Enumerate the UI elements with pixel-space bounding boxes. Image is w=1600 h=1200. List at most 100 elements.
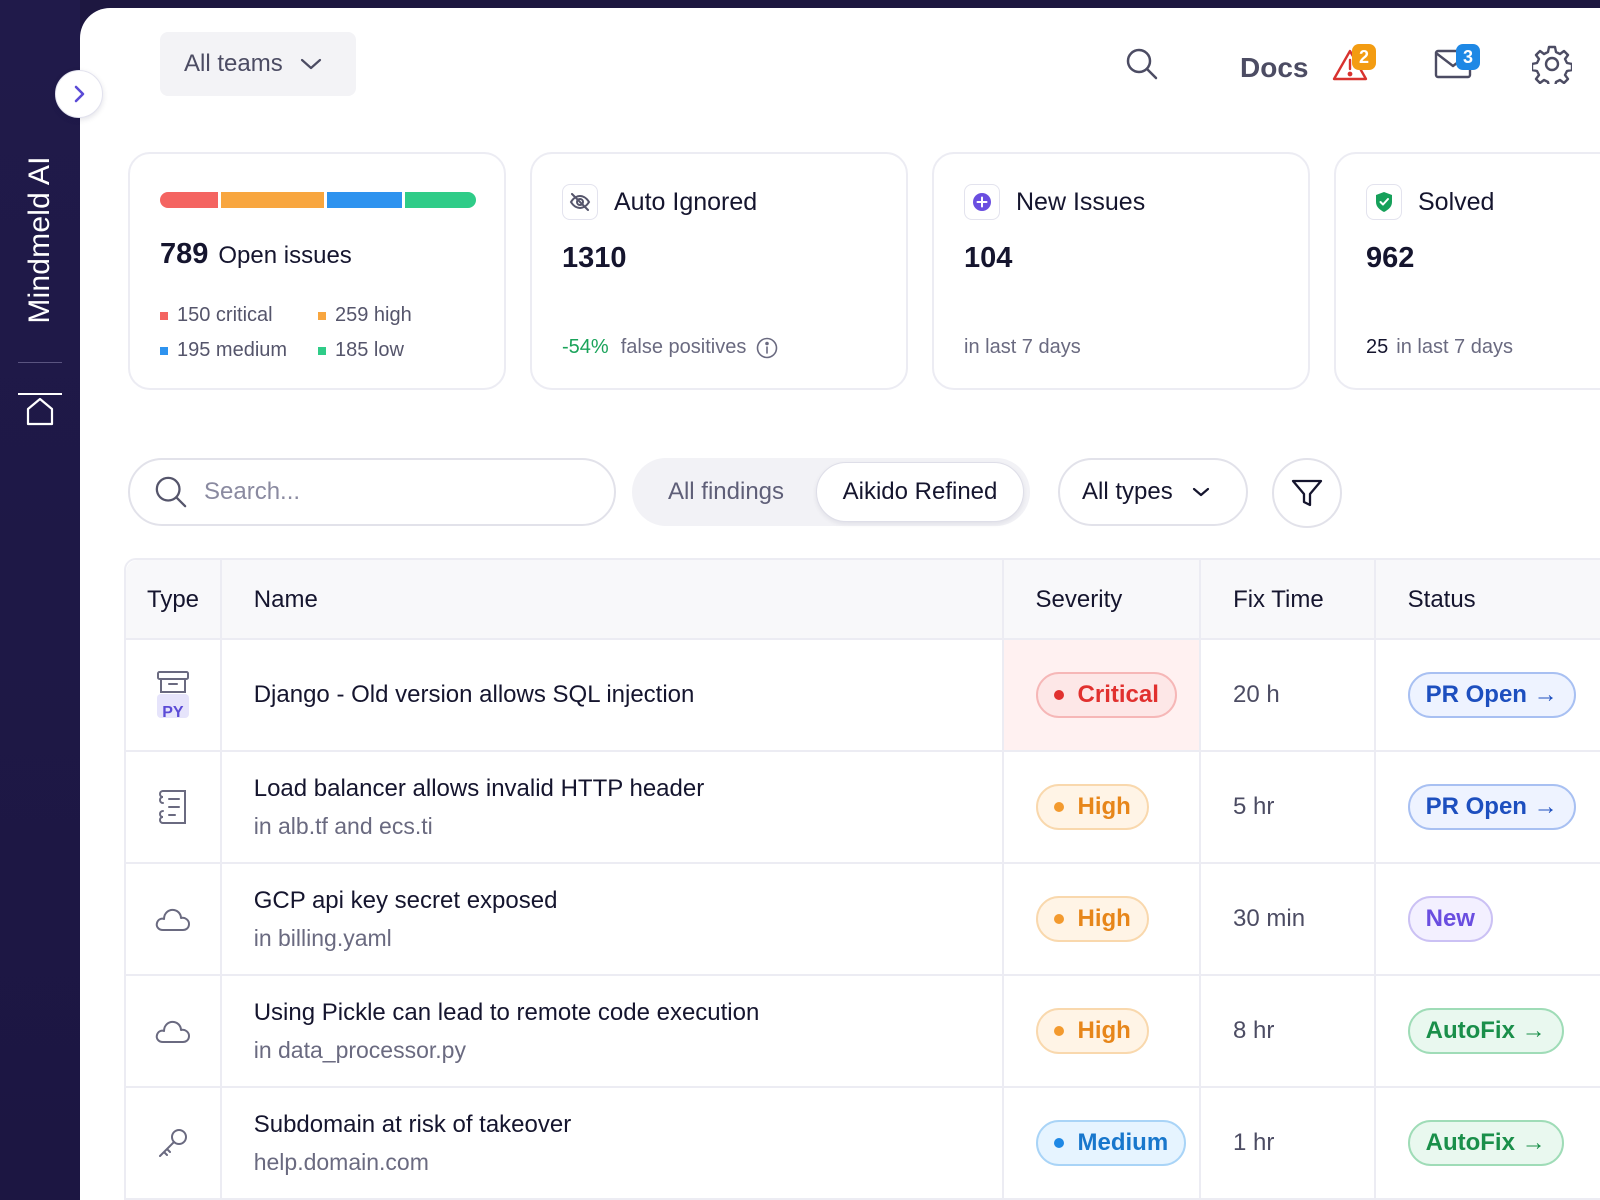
solved-recent-count: 25 bbox=[1366, 336, 1389, 358]
alerts-count-badge: 2 bbox=[1352, 44, 1376, 70]
expand-sidebar-button[interactable] bbox=[55, 70, 103, 118]
severity-cell: High bbox=[1004, 864, 1202, 974]
severity-badge: High bbox=[1035, 784, 1149, 830]
severity-cell: High bbox=[1004, 976, 1202, 1086]
open-issues-card[interactable]: 789 Open issues 150 critical 259 high 19… bbox=[128, 152, 506, 390]
status-cell: PR Open → bbox=[1376, 640, 1600, 750]
critical-segment bbox=[160, 192, 218, 208]
fix-time-cell: 1 hr bbox=[1201, 1088, 1376, 1198]
tab-all-findings[interactable]: All findings bbox=[667, 478, 785, 505]
findings-toggle[interactable]: All findings Aikido Refined bbox=[632, 458, 1030, 526]
status-dot bbox=[1053, 690, 1064, 700]
gear-icon[interactable] bbox=[1532, 44, 1572, 84]
status-badge[interactable]: PR Open → bbox=[1407, 672, 1576, 718]
severity-badge: Medium bbox=[1035, 1120, 1187, 1166]
legend-high: 259 high bbox=[318, 304, 412, 327]
column-fix-time[interactable]: Fix Time bbox=[1201, 560, 1376, 640]
search-box[interactable] bbox=[128, 458, 616, 526]
finding-name[interactable]: Using Pickle can lead to remote code exe… bbox=[253, 998, 760, 1026]
finding-name[interactable]: Load balancer allows invalid HTTP header bbox=[253, 774, 705, 802]
name-cell: GCP api key secret exposed in billing.ya… bbox=[222, 864, 1004, 974]
fix-time-cell: 30 min bbox=[1201, 864, 1376, 974]
status-badge[interactable]: AutoFix → bbox=[1407, 1120, 1564, 1166]
auto-ignored-card[interactable]: Auto Ignored 1310 -54% false positives bbox=[530, 152, 908, 390]
table-row[interactable]: Subdomain at risk of takeover help.domai… bbox=[126, 1088, 1600, 1200]
status-cell: AutoFix → bbox=[1376, 976, 1600, 1086]
solved-card[interactable]: Solved 962 25 in last 7 days bbox=[1334, 152, 1600, 390]
info-icon[interactable] bbox=[756, 337, 778, 359]
filter-button[interactable] bbox=[1272, 458, 1342, 528]
table-row[interactable]: Load balancer allows invalid HTTP header… bbox=[126, 752, 1600, 864]
legend-low: 185 low bbox=[318, 339, 404, 362]
brand-name: Mindmeld AI bbox=[23, 156, 56, 324]
type-cell bbox=[126, 752, 222, 862]
finding-name[interactable]: Django - Old version allows SQL injectio… bbox=[253, 681, 695, 708]
search-input[interactable] bbox=[204, 478, 564, 506]
open-issues-total: 789 Open issues bbox=[160, 238, 352, 271]
column-name[interactable]: Name bbox=[222, 560, 1004, 640]
finding-location: in billing.yaml bbox=[253, 924, 392, 951]
column-type[interactable]: Type bbox=[126, 560, 222, 640]
table-row[interactable]: GCP api key secret exposed in billing.ya… bbox=[126, 864, 1600, 976]
solved-count: 962 bbox=[1366, 242, 1415, 274]
severity-cell: Medium bbox=[1004, 1088, 1202, 1198]
column-severity[interactable]: Severity bbox=[1004, 560, 1202, 640]
chevron-down-icon bbox=[1192, 487, 1209, 497]
findings-table: Type Name Severity Fix Time Status PY Dj… bbox=[124, 558, 1600, 1200]
severity-cell: High bbox=[1004, 752, 1202, 862]
legend-critical: 150 critical bbox=[160, 304, 273, 327]
main-panel: All teams Docs 2 3 789 Open issues bbox=[80, 8, 1600, 1200]
high-segment bbox=[221, 192, 324, 208]
home-icon[interactable] bbox=[22, 393, 58, 429]
finding-name[interactable]: GCP api key secret exposed bbox=[253, 886, 558, 914]
false-positive-delta: -54% bbox=[562, 336, 609, 358]
critical-swatch bbox=[160, 311, 168, 320]
solved-header: Solved bbox=[1366, 184, 1494, 220]
type-cell bbox=[126, 864, 222, 974]
new-issues-card[interactable]: New Issues 104 in last 7 days bbox=[932, 152, 1310, 390]
tab-aikido-refined[interactable]: Aikido Refined bbox=[816, 462, 1024, 522]
high-swatch bbox=[318, 311, 326, 320]
finding-location: in alb.tf and ecs.ti bbox=[253, 812, 433, 839]
fix-time-cell: 5 hr bbox=[1201, 752, 1376, 862]
team-select[interactable]: All teams bbox=[160, 32, 356, 96]
status-badge[interactable]: New bbox=[1407, 896, 1493, 942]
shield-check-icon bbox=[1366, 184, 1402, 220]
column-status[interactable]: Status bbox=[1407, 586, 1476, 613]
status-cell: AutoFix → bbox=[1376, 1088, 1600, 1198]
finding-location: help.domain.com bbox=[253, 1148, 429, 1175]
new-issues-count: 104 bbox=[964, 242, 1013, 274]
sidebar-divider bbox=[18, 362, 62, 363]
severity-label: Medium bbox=[1077, 1129, 1169, 1156]
new-issues-title: New Issues bbox=[1016, 187, 1146, 216]
eye-off-icon bbox=[562, 184, 598, 220]
open-issues-label: Open issues bbox=[218, 242, 352, 269]
type-badge: PY bbox=[162, 704, 184, 721]
type-cell bbox=[126, 1088, 222, 1198]
status-cell: New bbox=[1376, 864, 1600, 974]
open-issues-count: 789 bbox=[160, 238, 209, 270]
chevron-down-icon bbox=[300, 58, 321, 70]
types-select[interactable]: All types bbox=[1058, 458, 1248, 526]
table-row[interactable]: Using Pickle can lead to remote code exe… bbox=[126, 976, 1600, 1088]
severity-badge: High bbox=[1035, 896, 1149, 942]
status-dot bbox=[1053, 1138, 1064, 1148]
cloud-icon bbox=[155, 908, 190, 931]
finding-name[interactable]: Subdomain at risk of takeover bbox=[253, 1110, 572, 1138]
chevron-right-icon bbox=[74, 85, 85, 103]
auto-ignored-header: Auto Ignored bbox=[562, 184, 757, 220]
severity-distribution-bar bbox=[160, 192, 478, 208]
medium-swatch bbox=[160, 346, 168, 355]
low-count: 185 low bbox=[335, 339, 404, 361]
table-row[interactable]: PY Django - Old version allows SQL injec… bbox=[126, 640, 1600, 752]
name-cell: Using Pickle can lead to remote code exe… bbox=[222, 976, 1004, 1086]
sidebar: Mindmeld AI bbox=[0, 0, 80, 1200]
search-icon[interactable] bbox=[1124, 46, 1160, 82]
python-package-icon bbox=[156, 671, 189, 718]
status-badge[interactable]: AutoFix → bbox=[1407, 1008, 1564, 1054]
cloud-icon bbox=[155, 1020, 190, 1043]
infrastructure-icon bbox=[158, 790, 186, 824]
severity-label: High bbox=[1077, 793, 1131, 820]
status-badge[interactable]: PR Open → bbox=[1407, 784, 1576, 830]
docs-link[interactable]: Docs bbox=[1240, 52, 1309, 83]
